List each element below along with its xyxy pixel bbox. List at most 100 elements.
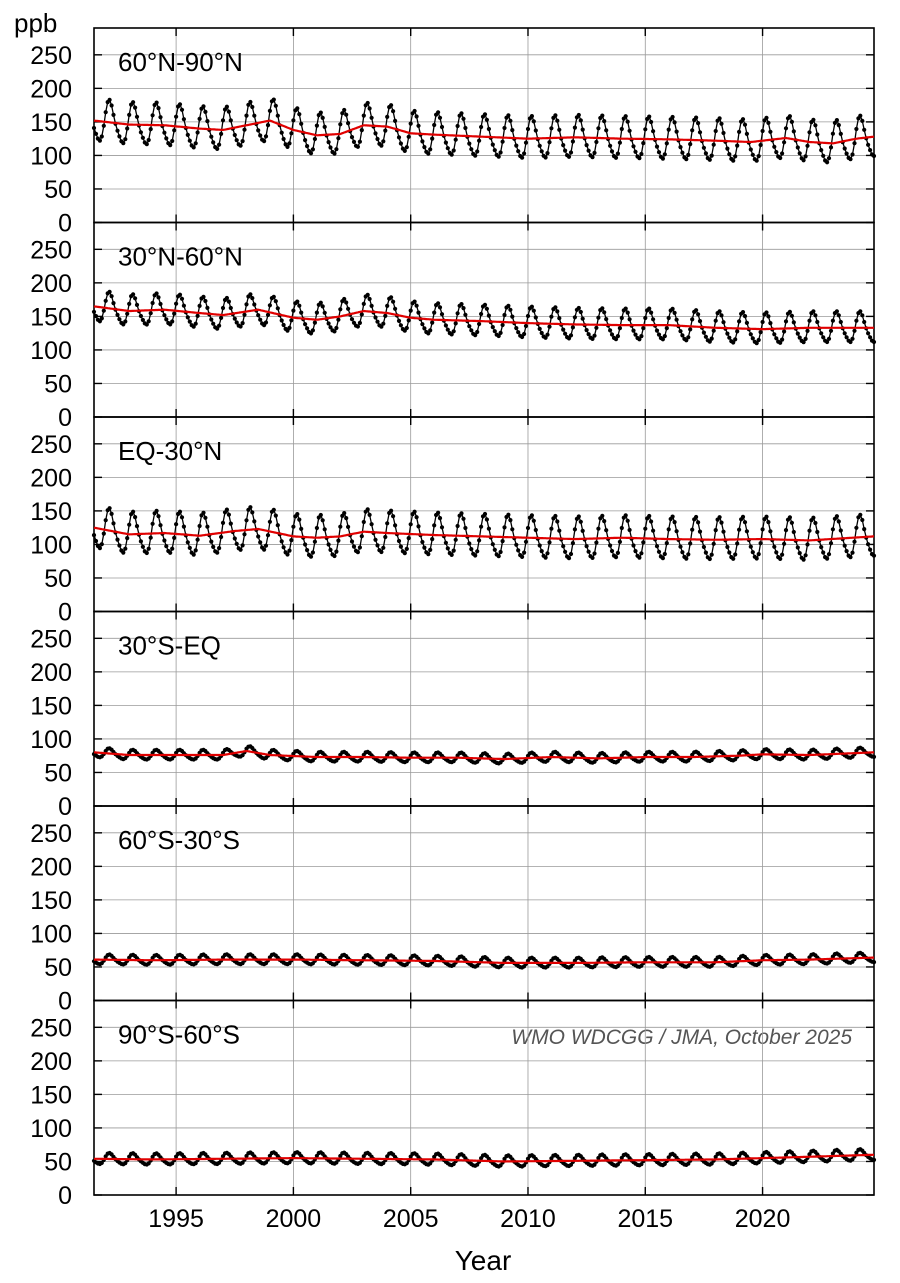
monthly-point	[224, 507, 229, 512]
monthly-point	[305, 548, 310, 553]
monthly-point	[426, 552, 431, 557]
monthly-point	[813, 313, 818, 318]
monthly-point	[711, 142, 716, 147]
monthly-point	[303, 542, 308, 547]
monthly-point	[93, 314, 99, 319]
monthly-point	[310, 147, 315, 152]
monthly-point	[615, 151, 621, 156]
monthly-point	[396, 135, 402, 140]
monthly-point	[287, 325, 292, 330]
monthly-point	[566, 556, 572, 561]
monthly-point	[760, 527, 765, 532]
monthly-point	[355, 144, 360, 149]
monthly-point	[623, 306, 628, 311]
monthly-point	[596, 126, 601, 131]
monthly-point	[349, 317, 355, 322]
panel-frame	[93, 999, 875, 1196]
monthly-point	[496, 333, 501, 339]
monthly-point	[868, 335, 873, 340]
monthly-point	[375, 543, 380, 548]
monthly-point	[596, 315, 601, 320]
monthly-point	[201, 294, 206, 299]
monthly-point	[860, 517, 865, 523]
monthly-point	[821, 335, 826, 340]
panel-label: 30°N-60°N	[118, 242, 243, 272]
monthly-point	[187, 545, 192, 551]
monthly-point	[475, 329, 480, 335]
monthly-point	[533, 315, 538, 320]
monthly-point	[271, 294, 276, 299]
monthly-point	[197, 523, 202, 529]
monthly-point	[764, 514, 769, 519]
monthly-point	[389, 295, 394, 300]
monthly-point	[168, 143, 173, 148]
monthly-point	[154, 508, 159, 513]
x-tick-label: 2000	[266, 1205, 322, 1233]
monthly-point	[326, 321, 331, 326]
monthly-point	[756, 337, 761, 343]
monthly-point	[733, 337, 738, 342]
monthly-point	[654, 328, 660, 333]
monthly-point	[871, 754, 877, 760]
monthly-point	[482, 112, 488, 117]
monthly-point	[101, 308, 106, 313]
monthly-point	[570, 325, 576, 330]
monthly-point	[469, 547, 474, 552]
trend-line	[93, 1153, 875, 1163]
monthly-point	[639, 334, 644, 339]
monthly-point	[244, 518, 249, 523]
monthly-point	[404, 546, 409, 552]
monthly-point	[482, 302, 488, 307]
monthly-point	[437, 516, 443, 521]
monthly-point	[426, 331, 431, 336]
monthly-point	[191, 145, 196, 150]
monthly-point	[557, 316, 562, 321]
monthly-point	[367, 296, 372, 302]
monthly-point	[619, 315, 624, 321]
monthly-point	[854, 126, 859, 132]
monthly-point	[735, 541, 740, 546]
monthly-point	[369, 115, 374, 120]
monthly-point	[852, 328, 857, 333]
monthly-point	[342, 510, 347, 516]
monthly-point	[529, 513, 535, 518]
monthly-point	[803, 1158, 808, 1163]
monthly-point	[242, 312, 247, 317]
monthly-point	[430, 136, 435, 141]
monthly-point	[572, 527, 578, 532]
monthly-point	[256, 534, 261, 539]
monthly-point	[580, 528, 585, 534]
monthly-point	[502, 312, 507, 318]
x-axis-label: Year	[455, 1245, 512, 1276]
monthly-point	[604, 528, 609, 533]
monthly-point	[131, 509, 136, 514]
monthly-point	[510, 314, 515, 319]
monthly-point	[393, 306, 398, 311]
monthly-point	[662, 551, 667, 557]
monthly-point	[766, 120, 771, 125]
monthly-point	[627, 527, 632, 533]
monthly-point	[694, 514, 699, 520]
monthly-point	[625, 310, 630, 315]
monthly-point	[838, 528, 843, 533]
monthly-point	[408, 308, 413, 313]
monthly-point	[649, 119, 654, 125]
monthly-point	[748, 332, 753, 337]
y-tick-label: 200	[30, 464, 72, 492]
monthly-point	[393, 523, 398, 528]
monthly-point	[543, 335, 548, 340]
monthly-point	[602, 310, 607, 315]
monthly-point	[686, 152, 691, 157]
monthly-point	[834, 514, 840, 519]
monthly-point	[725, 544, 730, 550]
monthly-point	[490, 325, 495, 330]
monthly-point	[279, 130, 284, 135]
monthly-point	[525, 313, 531, 319]
monthly-point	[768, 529, 773, 534]
monthly-point	[570, 541, 576, 546]
monthly-point	[586, 332, 591, 337]
monthly-point	[580, 127, 585, 132]
monthly-point	[209, 317, 214, 322]
monthly-point	[320, 115, 325, 120]
monthly-point	[819, 331, 824, 336]
